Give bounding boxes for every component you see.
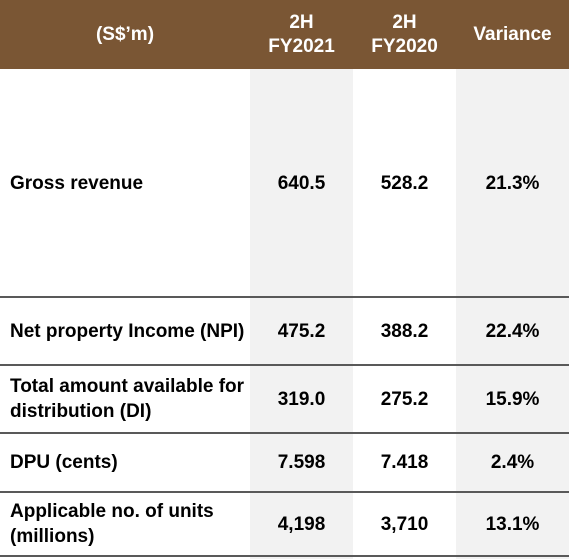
table-row: DPU (cents) 7.598 7.418 2.4% bbox=[0, 434, 569, 491]
fy2020-value: 528.2 bbox=[380, 172, 429, 194]
header-variance: Variance bbox=[473, 23, 552, 45]
row-label: DPU (cents) bbox=[10, 452, 118, 473]
row-label: Net property Income (NPI) bbox=[10, 321, 245, 342]
fy2020-value: 388.2 bbox=[380, 321, 429, 342]
table-header: (S$’m) 2H FY2021 2H FY2020 Variance bbox=[0, 0, 569, 69]
header-unit: (S$’m) bbox=[95, 23, 155, 45]
fy2021-value: 640.5 bbox=[277, 172, 326, 194]
fy2021-value: 7.598 bbox=[277, 452, 326, 473]
row-divider bbox=[0, 432, 569, 434]
header-2h-fy2021: 2H FY2021 bbox=[268, 11, 335, 57]
fy2020-value: 7.418 bbox=[380, 452, 429, 473]
fy2021-column-shade bbox=[250, 69, 353, 559]
row-divider bbox=[0, 296, 569, 298]
variance-value: 13.1% bbox=[485, 513, 540, 535]
variance-column-shade bbox=[456, 69, 569, 559]
variance-value: 15.9% bbox=[485, 388, 540, 410]
row-divider bbox=[0, 364, 569, 366]
fy2021-value: 475.2 bbox=[277, 321, 326, 342]
row-label: Gross revenue bbox=[10, 172, 144, 194]
table-row: Gross revenue 640.5 528.2 21.3% bbox=[0, 69, 569, 297]
row-label: Applicable no. of units (millions) bbox=[10, 501, 214, 547]
fy2020-value: 3,710 bbox=[380, 513, 429, 535]
table-row: Applicable no. of units (millions) 4,198… bbox=[0, 493, 569, 555]
fy2021-value: 4,198 bbox=[277, 513, 326, 535]
fy2020-value: 275.2 bbox=[380, 388, 429, 410]
variance-value: 21.3% bbox=[485, 172, 540, 194]
table-row: Total amount available for distribution … bbox=[0, 366, 569, 432]
variance-value: 22.4% bbox=[485, 321, 540, 342]
variance-value: 2.4% bbox=[490, 452, 535, 473]
row-divider bbox=[0, 555, 569, 557]
table-row: Net property Income (NPI) 475.2 388.2 22… bbox=[0, 298, 569, 365]
row-label: Total amount available for distribution … bbox=[10, 376, 245, 422]
header-2h-fy2020: 2H FY2020 bbox=[371, 11, 438, 57]
fy2021-value: 319.0 bbox=[277, 388, 326, 410]
row-divider bbox=[0, 491, 569, 493]
